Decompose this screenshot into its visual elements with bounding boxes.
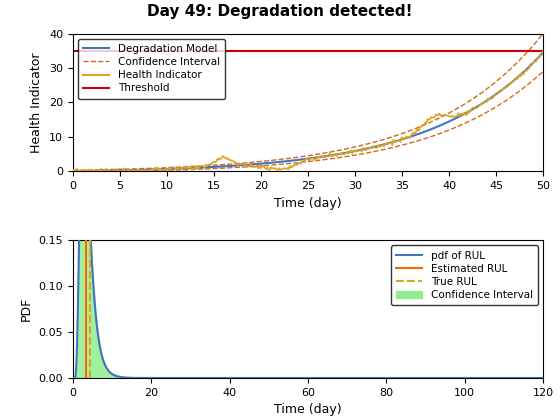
- Legend: pdf of RUL, Estimated RUL, True RUL, Confidence Interval: pdf of RUL, Estimated RUL, True RUL, Con…: [391, 245, 538, 305]
- Text: Day 49: Degradation detected!: Day 49: Degradation detected!: [147, 4, 413, 19]
- Legend: Degradation Model, Confidence Interval, Health Indicator, Threshold: Degradation Model, Confidence Interval, …: [78, 39, 225, 99]
- X-axis label: Time (day): Time (day): [274, 403, 342, 416]
- Y-axis label: PDF: PDF: [20, 297, 33, 321]
- Y-axis label: Health Indicator: Health Indicator: [30, 52, 43, 153]
- X-axis label: Time (day): Time (day): [274, 197, 342, 210]
